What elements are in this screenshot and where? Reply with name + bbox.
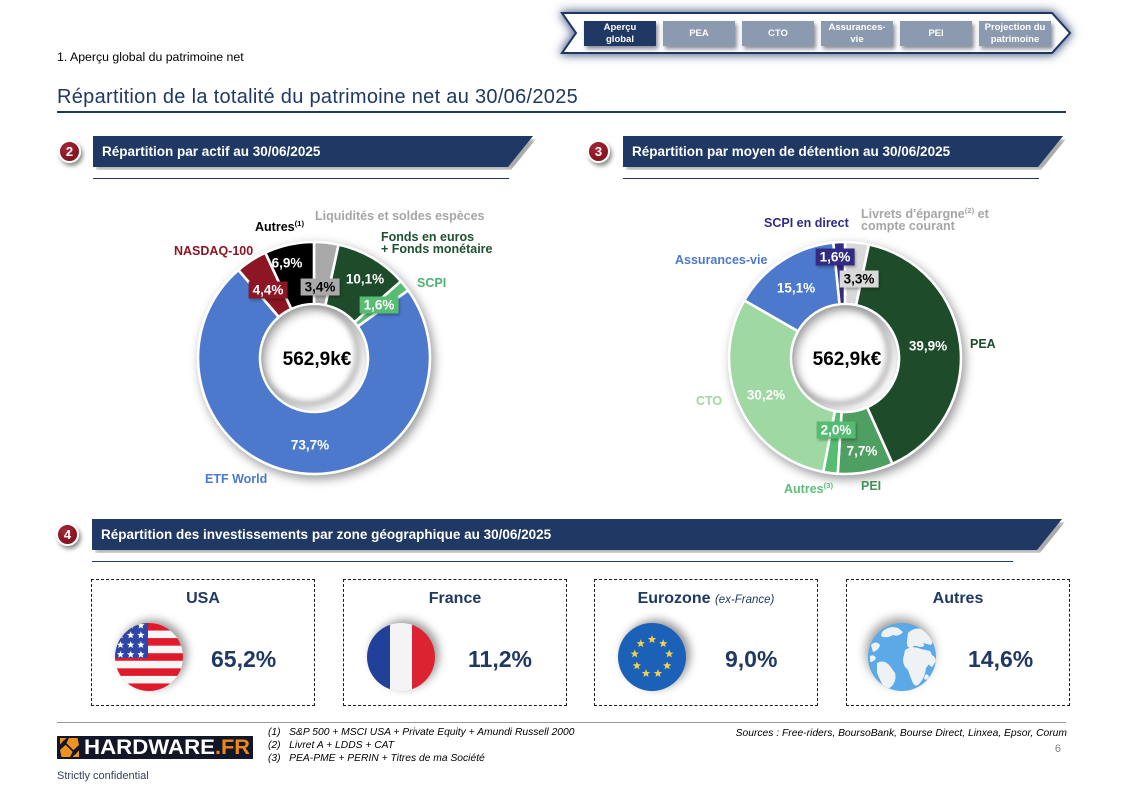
svg-text:HARDWARE: HARDWARE — [84, 736, 215, 759]
svg-text:.FR: .FR — [215, 736, 250, 759]
